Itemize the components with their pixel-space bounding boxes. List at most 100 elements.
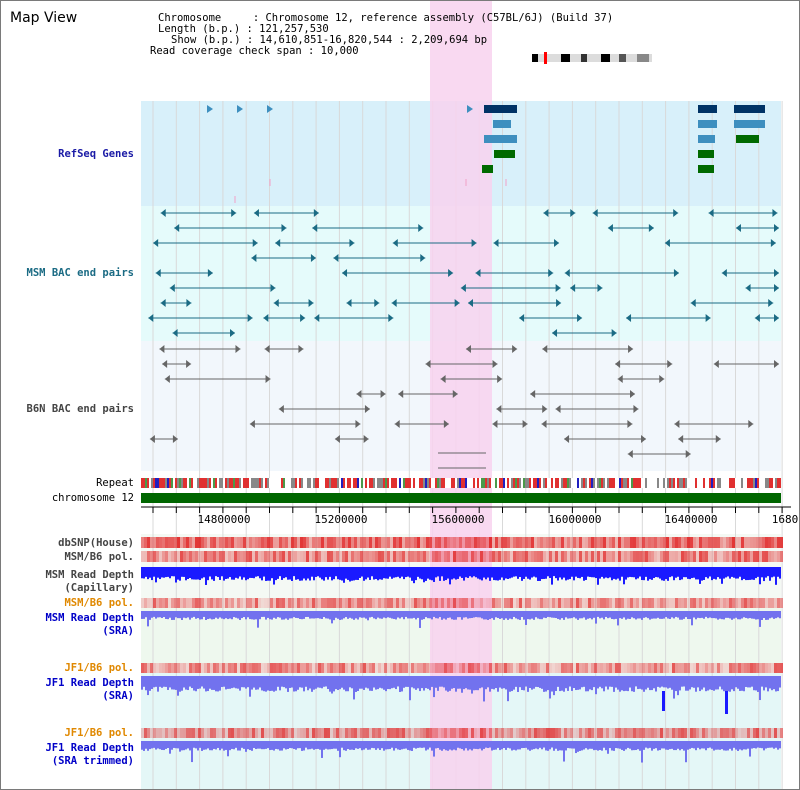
msm-b6-pol-heat [312, 551, 315, 562]
msm-sra-depth-bar [699, 611, 701, 619]
track-label-msm-depth-sra[interactable]: MSM Read Depth [45, 612, 134, 624]
dbsnp-heat [153, 537, 156, 548]
jf1-b6-pol-trim-heat [459, 728, 462, 738]
msm-capillary-depth-bar [521, 567, 523, 581]
dbsnp-heat [723, 537, 726, 548]
jf1-trimmed-depth-bar [419, 741, 421, 748]
track-label-msm-b6-pol-2[interactable]: MSM/B6 pol. [64, 597, 134, 609]
dbsnp-heat [237, 537, 240, 548]
jf1-sra-depth-bar [663, 676, 665, 688]
repeat-element [453, 478, 455, 488]
jf1-b6-pol-trim-heat [537, 728, 540, 738]
jf1-sra-depth-bar [577, 676, 579, 690]
jf1-b6-pol-heat [405, 663, 408, 673]
msm-b6-pol-heat [261, 551, 264, 562]
repeat-element [693, 478, 695, 488]
repeat-element [575, 478, 577, 488]
msm-b6-pol-sra-heat [513, 598, 516, 608]
msm-b6-pol-sra-heat [498, 598, 501, 608]
msm-capillary-depth-bar [683, 567, 685, 578]
track-label-jf1-depth-sra[interactable]: JF1 Read Depth [45, 677, 134, 689]
msm-sra-depth-bar [507, 611, 509, 620]
repeat-element [195, 478, 197, 488]
b6n-bac-end [512, 345, 518, 353]
jf1-b6-pol-heat [687, 663, 690, 673]
jf1-trimmed-depth-bar [303, 741, 305, 751]
jf1-sra-depth-bar [201, 676, 203, 687]
jf1-b6-pol-trim-heat [249, 728, 252, 738]
msm-capillary-depth-bar [497, 567, 499, 581]
msm-b6-pol-heat [330, 551, 333, 562]
track-label-dbsnp[interactable]: dbSNP(House) [58, 537, 134, 549]
jf1-b6-pol-heat [741, 663, 744, 673]
jf1-sra-depth-bar [185, 676, 187, 690]
msm-b6-pol-heat [534, 551, 537, 562]
msm-sra-depth-bar [651, 611, 653, 619]
jf1-b6-pol-trim-heat [330, 728, 333, 738]
msm-sra-depth-bar [719, 611, 721, 619]
msm-bac-end [735, 224, 741, 232]
track-label-msm-depth-capillary[interactable]: MSM Read Depth [45, 569, 134, 581]
msm-sra-depth-bar [381, 611, 383, 619]
track-label-msm-bac[interactable]: MSM BAC end pairs [26, 267, 134, 279]
jf1-sra-depth-bar [459, 676, 461, 689]
msm-b6-pol-sra-heat [363, 598, 366, 608]
msm-sra-depth-bar [373, 611, 375, 619]
jf1-b6-pol-heat [342, 663, 345, 673]
repeat-element [317, 478, 319, 488]
msm-b6-pol-sra-heat [585, 598, 588, 608]
jf1-trimmed-depth-bar [443, 741, 445, 750]
jf1-sra-depth-bar [461, 676, 463, 693]
msm-capillary-depth-bar [767, 567, 769, 577]
msm-b6-pol-heat [741, 551, 744, 562]
jf1-trimmed-depth-bar [395, 741, 397, 749]
repeat-element [551, 478, 553, 488]
refseq-gene [698, 135, 715, 143]
repeat-element [589, 478, 591, 488]
msm-b6-pol-heat [651, 551, 654, 562]
jf1-trimmed-depth-bar [565, 741, 567, 751]
msm-capillary-depth-bar [305, 567, 307, 581]
b6n-bac-end [398, 390, 404, 398]
msm-sra-depth-bar [185, 611, 187, 619]
jf1-b6-pol-heat [384, 663, 387, 673]
track-label-jf1-depth-trimmed[interactable]: JF1 Read Depth [45, 742, 134, 754]
msm-sra-depth-bar [307, 611, 309, 617]
track-label-refseq[interactable]: RefSeq Genes [58, 148, 134, 160]
jf1-sra-depth-bar [167, 676, 169, 690]
msm-capillary-depth-bar [157, 567, 159, 578]
msm-sra-depth-bar [673, 611, 675, 619]
repeat-element [463, 478, 465, 488]
track-label-jf1-b6-pol-1[interactable]: JF1/B6 pol. [64, 662, 134, 674]
msm-sra-depth-bar [739, 611, 741, 620]
jf1-sra-depth-bar [731, 676, 733, 690]
dbsnp-heat [393, 537, 396, 548]
repeat-element [395, 478, 397, 488]
jf1-trimmed-depth-bar [551, 741, 553, 748]
jf1-b6-pol-trim-heat [393, 728, 396, 738]
msm-sra-depth-bar [445, 611, 447, 620]
jf1-b6-pol-trim-heat [747, 728, 750, 738]
msm-b6-pol-heat [375, 551, 378, 562]
dbsnp-heat [732, 537, 735, 548]
track-label-repeat[interactable]: Repeat [96, 477, 134, 489]
msm-sra-depth-bar [569, 611, 571, 619]
jf1-trimmed-depth-bar [663, 741, 665, 749]
repeat-element [167, 478, 169, 488]
msm-capillary-depth-bar [603, 567, 605, 579]
track-label-jf1-b6-pol-2[interactable]: JF1/B6 pol. [64, 727, 134, 739]
gene-arrow [698, 150, 703, 158]
track-label-b6n-bac[interactable]: B6N BAC end pairs [26, 403, 134, 415]
dbsnp-heat [696, 537, 699, 548]
msm-b6-pol-heat [150, 551, 153, 562]
msm-capillary-depth-bar [545, 567, 547, 579]
jf1-b6-pol-heat [168, 663, 171, 673]
jf1-b6-pol-heat [507, 663, 510, 673]
jf1-b6-pol-heat [591, 663, 594, 673]
jf1-b6-pol-heat [693, 663, 696, 673]
track-label-msm-b6-pol-1[interactable]: MSM/B6 pol. [64, 551, 134, 563]
msm-capillary-depth-bar [347, 567, 349, 580]
msm-capillary-depth-bar [167, 567, 169, 577]
msm-capillary-depth-bar [393, 567, 395, 578]
